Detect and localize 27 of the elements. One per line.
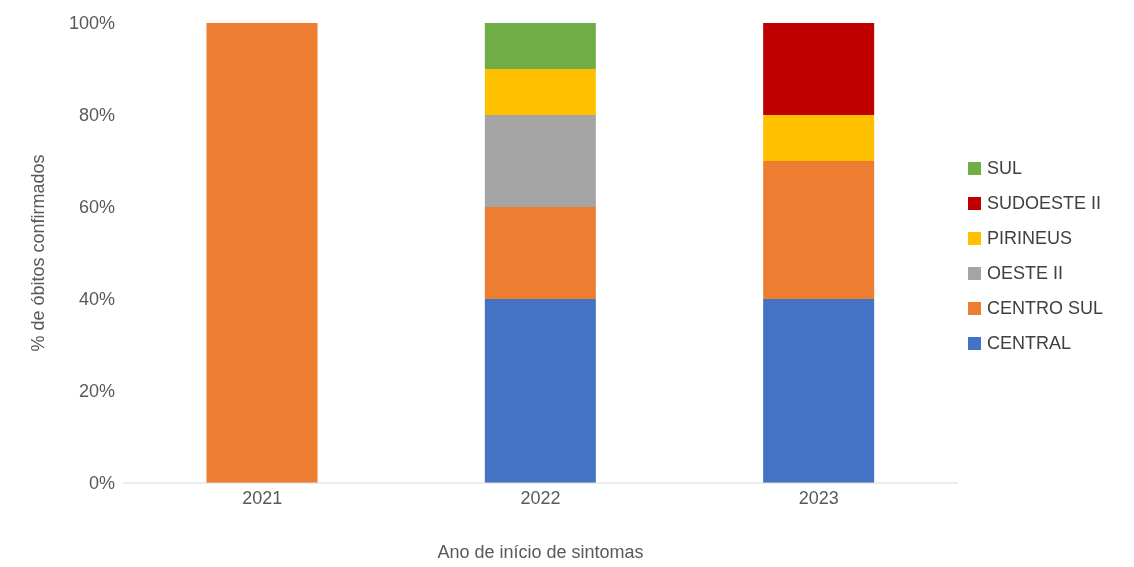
x-axis-title: Ano de início de sintomas bbox=[437, 542, 644, 562]
legend-label: PIRINEUS bbox=[987, 228, 1073, 249]
legend-label: OESTE II bbox=[987, 263, 1064, 284]
y-tick-label: 60% bbox=[78, 197, 115, 218]
bar bbox=[484, 207, 596, 299]
bar bbox=[763, 23, 875, 115]
x-tick-label: 2021 bbox=[242, 487, 283, 508]
y-axis-title: % de óbitos confirmados bbox=[28, 154, 49, 352]
y-tick-label: 0% bbox=[88, 473, 115, 494]
y-tick-label: 40% bbox=[78, 289, 115, 310]
bar bbox=[484, 69, 596, 115]
bar bbox=[484, 115, 596, 207]
x-tick-label: 2023 bbox=[798, 487, 839, 508]
legend-label: SUDOESTE II bbox=[987, 193, 1102, 214]
bar bbox=[763, 115, 875, 161]
legend-label: CENTRAL bbox=[987, 333, 1072, 354]
y-tick-label: 80% bbox=[78, 105, 115, 126]
y-tick-label: 100% bbox=[68, 13, 115, 34]
bar bbox=[206, 23, 318, 483]
bar bbox=[763, 299, 875, 483]
x-tick-label: 2022 bbox=[520, 487, 561, 508]
bar bbox=[763, 161, 875, 299]
y-tick-label: 20% bbox=[78, 381, 115, 402]
legend-label: SUL bbox=[987, 158, 1023, 179]
legend-label: CENTRO SUL bbox=[987, 298, 1104, 319]
bar bbox=[484, 23, 596, 69]
bar bbox=[484, 299, 596, 483]
